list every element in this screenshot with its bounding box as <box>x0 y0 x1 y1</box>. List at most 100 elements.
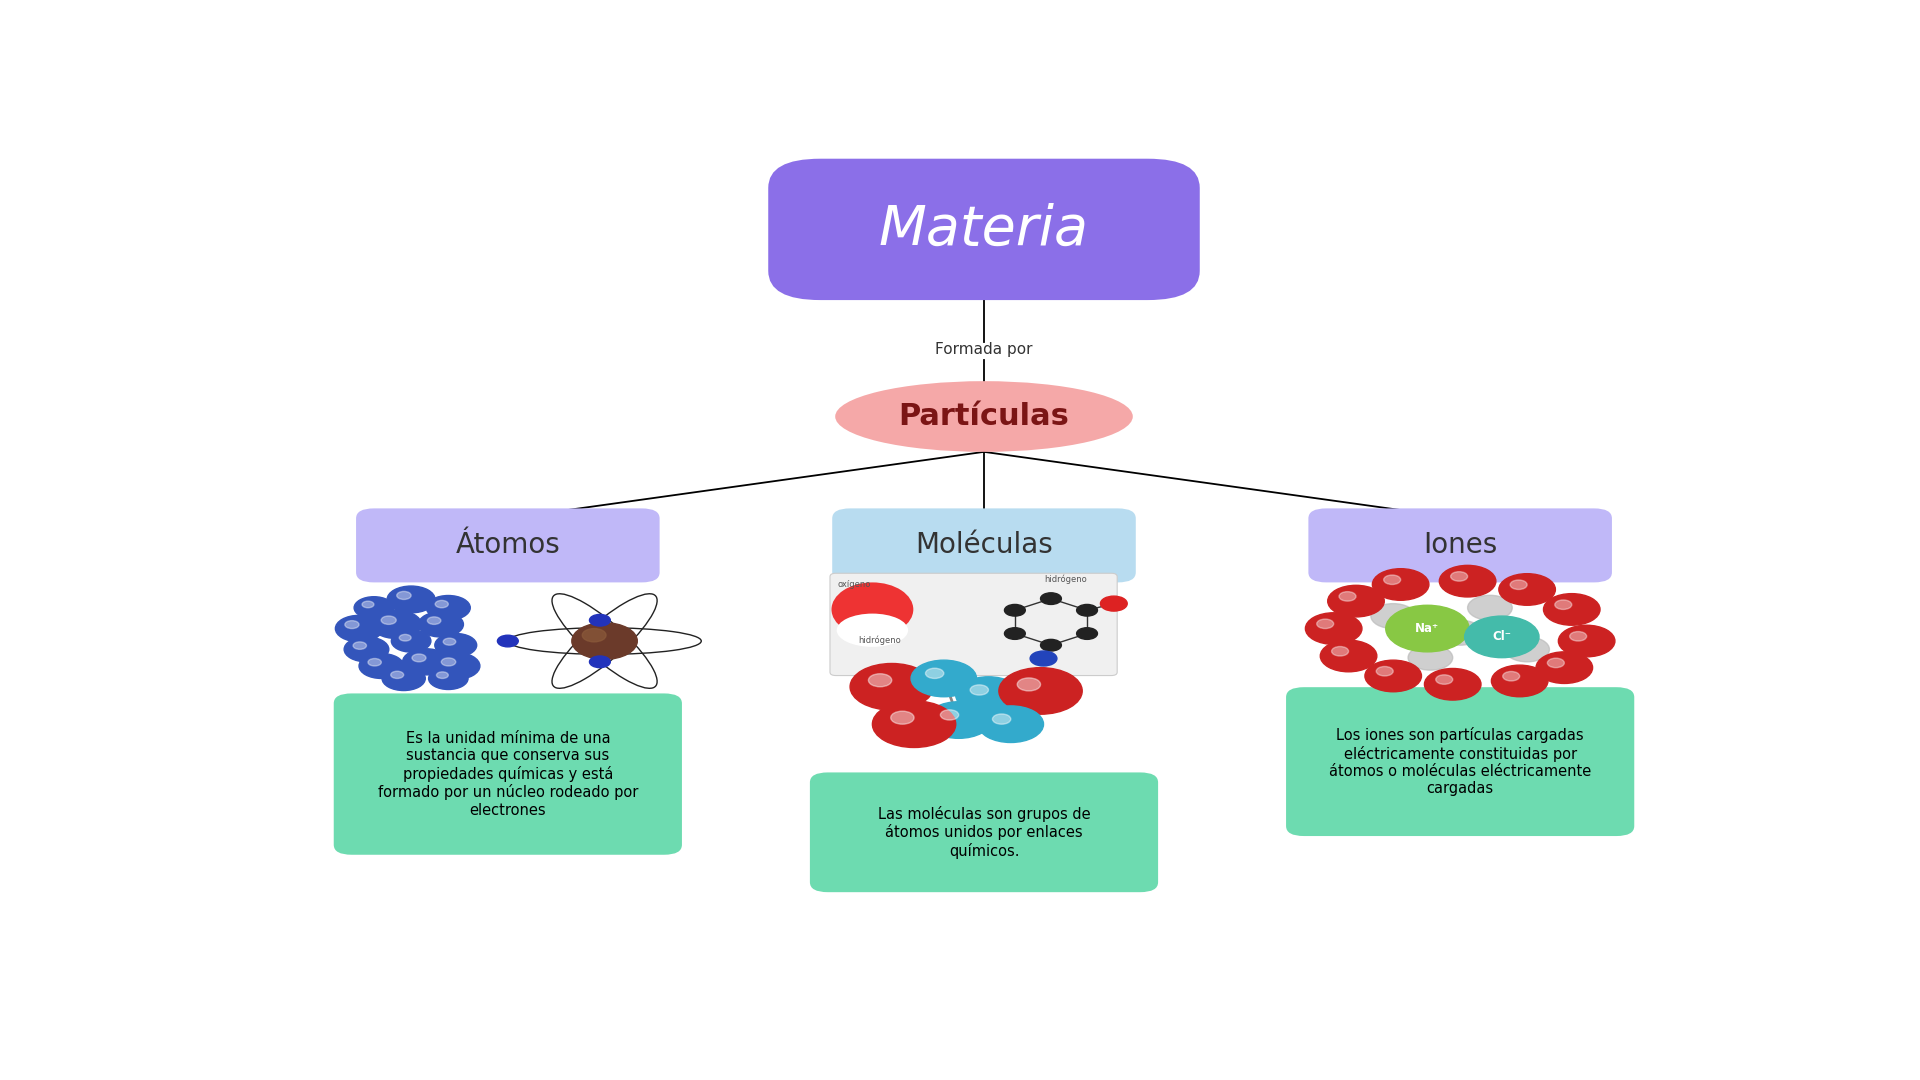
Circle shape <box>390 671 403 678</box>
FancyBboxPatch shape <box>1308 509 1613 582</box>
Circle shape <box>369 659 382 666</box>
Circle shape <box>428 667 468 689</box>
Circle shape <box>582 629 607 642</box>
Circle shape <box>359 653 403 678</box>
Circle shape <box>1329 585 1384 617</box>
Circle shape <box>589 615 611 626</box>
Circle shape <box>1317 619 1334 629</box>
Circle shape <box>868 674 891 687</box>
Circle shape <box>998 667 1083 714</box>
Circle shape <box>1425 669 1480 700</box>
Circle shape <box>1321 640 1377 672</box>
Circle shape <box>403 649 449 675</box>
Text: Materia: Materia <box>879 203 1089 256</box>
Circle shape <box>428 617 442 624</box>
FancyBboxPatch shape <box>768 159 1200 300</box>
Circle shape <box>1503 672 1521 681</box>
Circle shape <box>1306 612 1361 645</box>
Circle shape <box>344 637 390 662</box>
Circle shape <box>436 672 449 678</box>
Circle shape <box>1436 675 1453 685</box>
Circle shape <box>1004 627 1025 639</box>
Circle shape <box>382 616 396 624</box>
Circle shape <box>1407 645 1453 670</box>
Circle shape <box>589 656 611 667</box>
Circle shape <box>436 600 449 608</box>
Ellipse shape <box>831 582 914 636</box>
Circle shape <box>413 654 426 662</box>
FancyBboxPatch shape <box>810 772 1158 892</box>
Circle shape <box>1452 571 1467 581</box>
Circle shape <box>1505 637 1549 662</box>
Ellipse shape <box>837 613 908 647</box>
Circle shape <box>872 701 956 747</box>
Circle shape <box>970 685 989 696</box>
Circle shape <box>925 669 945 678</box>
Circle shape <box>1386 605 1469 652</box>
Circle shape <box>444 638 455 645</box>
Circle shape <box>1077 605 1098 616</box>
Circle shape <box>1511 580 1526 590</box>
Circle shape <box>392 630 430 652</box>
Circle shape <box>1438 620 1482 645</box>
Circle shape <box>432 652 480 679</box>
Text: Moléculas: Moléculas <box>916 531 1052 559</box>
Circle shape <box>363 602 374 608</box>
Circle shape <box>1031 651 1056 666</box>
FancyBboxPatch shape <box>831 509 1137 582</box>
Text: Los iones son partículas cargadas
eléctricamente constituidas por
átomos o moléc: Los iones son partículas cargadas eléctr… <box>1329 727 1592 796</box>
Circle shape <box>1077 627 1098 639</box>
Circle shape <box>977 706 1044 742</box>
Circle shape <box>434 634 476 657</box>
Circle shape <box>1544 594 1599 625</box>
Ellipse shape <box>835 381 1133 451</box>
Circle shape <box>1465 616 1540 658</box>
Circle shape <box>925 702 991 739</box>
Circle shape <box>1365 660 1421 692</box>
Circle shape <box>336 616 382 642</box>
Circle shape <box>1018 678 1041 691</box>
Circle shape <box>1332 647 1348 656</box>
Circle shape <box>1041 593 1062 605</box>
Circle shape <box>851 663 933 710</box>
Circle shape <box>1041 639 1062 651</box>
Circle shape <box>891 711 914 725</box>
Text: Las moléculas son grupos de
átomos unidos por enlaces
químicos.: Las moléculas son grupos de átomos unido… <box>877 806 1091 859</box>
Text: Es la unidad mínima de una
sustancia que conserva sus
propiedades químicas y est: Es la unidad mínima de una sustancia que… <box>378 730 637 818</box>
Text: Iones: Iones <box>1423 531 1498 559</box>
Text: hidrógeno: hidrógeno <box>858 635 900 645</box>
FancyBboxPatch shape <box>1286 687 1634 836</box>
Circle shape <box>399 634 411 642</box>
Circle shape <box>1500 573 1555 605</box>
Circle shape <box>497 635 518 647</box>
Circle shape <box>1536 652 1592 684</box>
Circle shape <box>397 592 411 599</box>
Text: Na⁺: Na⁺ <box>1415 622 1440 635</box>
Circle shape <box>1384 575 1400 584</box>
Circle shape <box>1377 666 1394 676</box>
Circle shape <box>353 642 367 649</box>
Text: oxígeno: oxígeno <box>837 580 872 589</box>
Circle shape <box>1571 632 1586 642</box>
Circle shape <box>419 611 463 637</box>
Circle shape <box>1559 625 1615 657</box>
Circle shape <box>382 666 426 690</box>
Circle shape <box>993 714 1010 725</box>
Circle shape <box>1373 569 1428 600</box>
Text: Partículas: Partículas <box>899 402 1069 431</box>
Text: Átomos: Átomos <box>455 531 561 559</box>
Circle shape <box>1338 592 1356 602</box>
Circle shape <box>442 658 455 666</box>
Circle shape <box>1440 565 1496 597</box>
Circle shape <box>371 610 420 638</box>
FancyBboxPatch shape <box>355 509 660 582</box>
Circle shape <box>1371 604 1415 629</box>
Circle shape <box>426 595 470 620</box>
Circle shape <box>956 677 1021 714</box>
Circle shape <box>1555 600 1572 609</box>
Circle shape <box>912 660 977 697</box>
Text: Formada por: Formada por <box>935 342 1033 357</box>
Circle shape <box>941 710 958 720</box>
Circle shape <box>1100 596 1127 611</box>
FancyBboxPatch shape <box>334 693 682 854</box>
